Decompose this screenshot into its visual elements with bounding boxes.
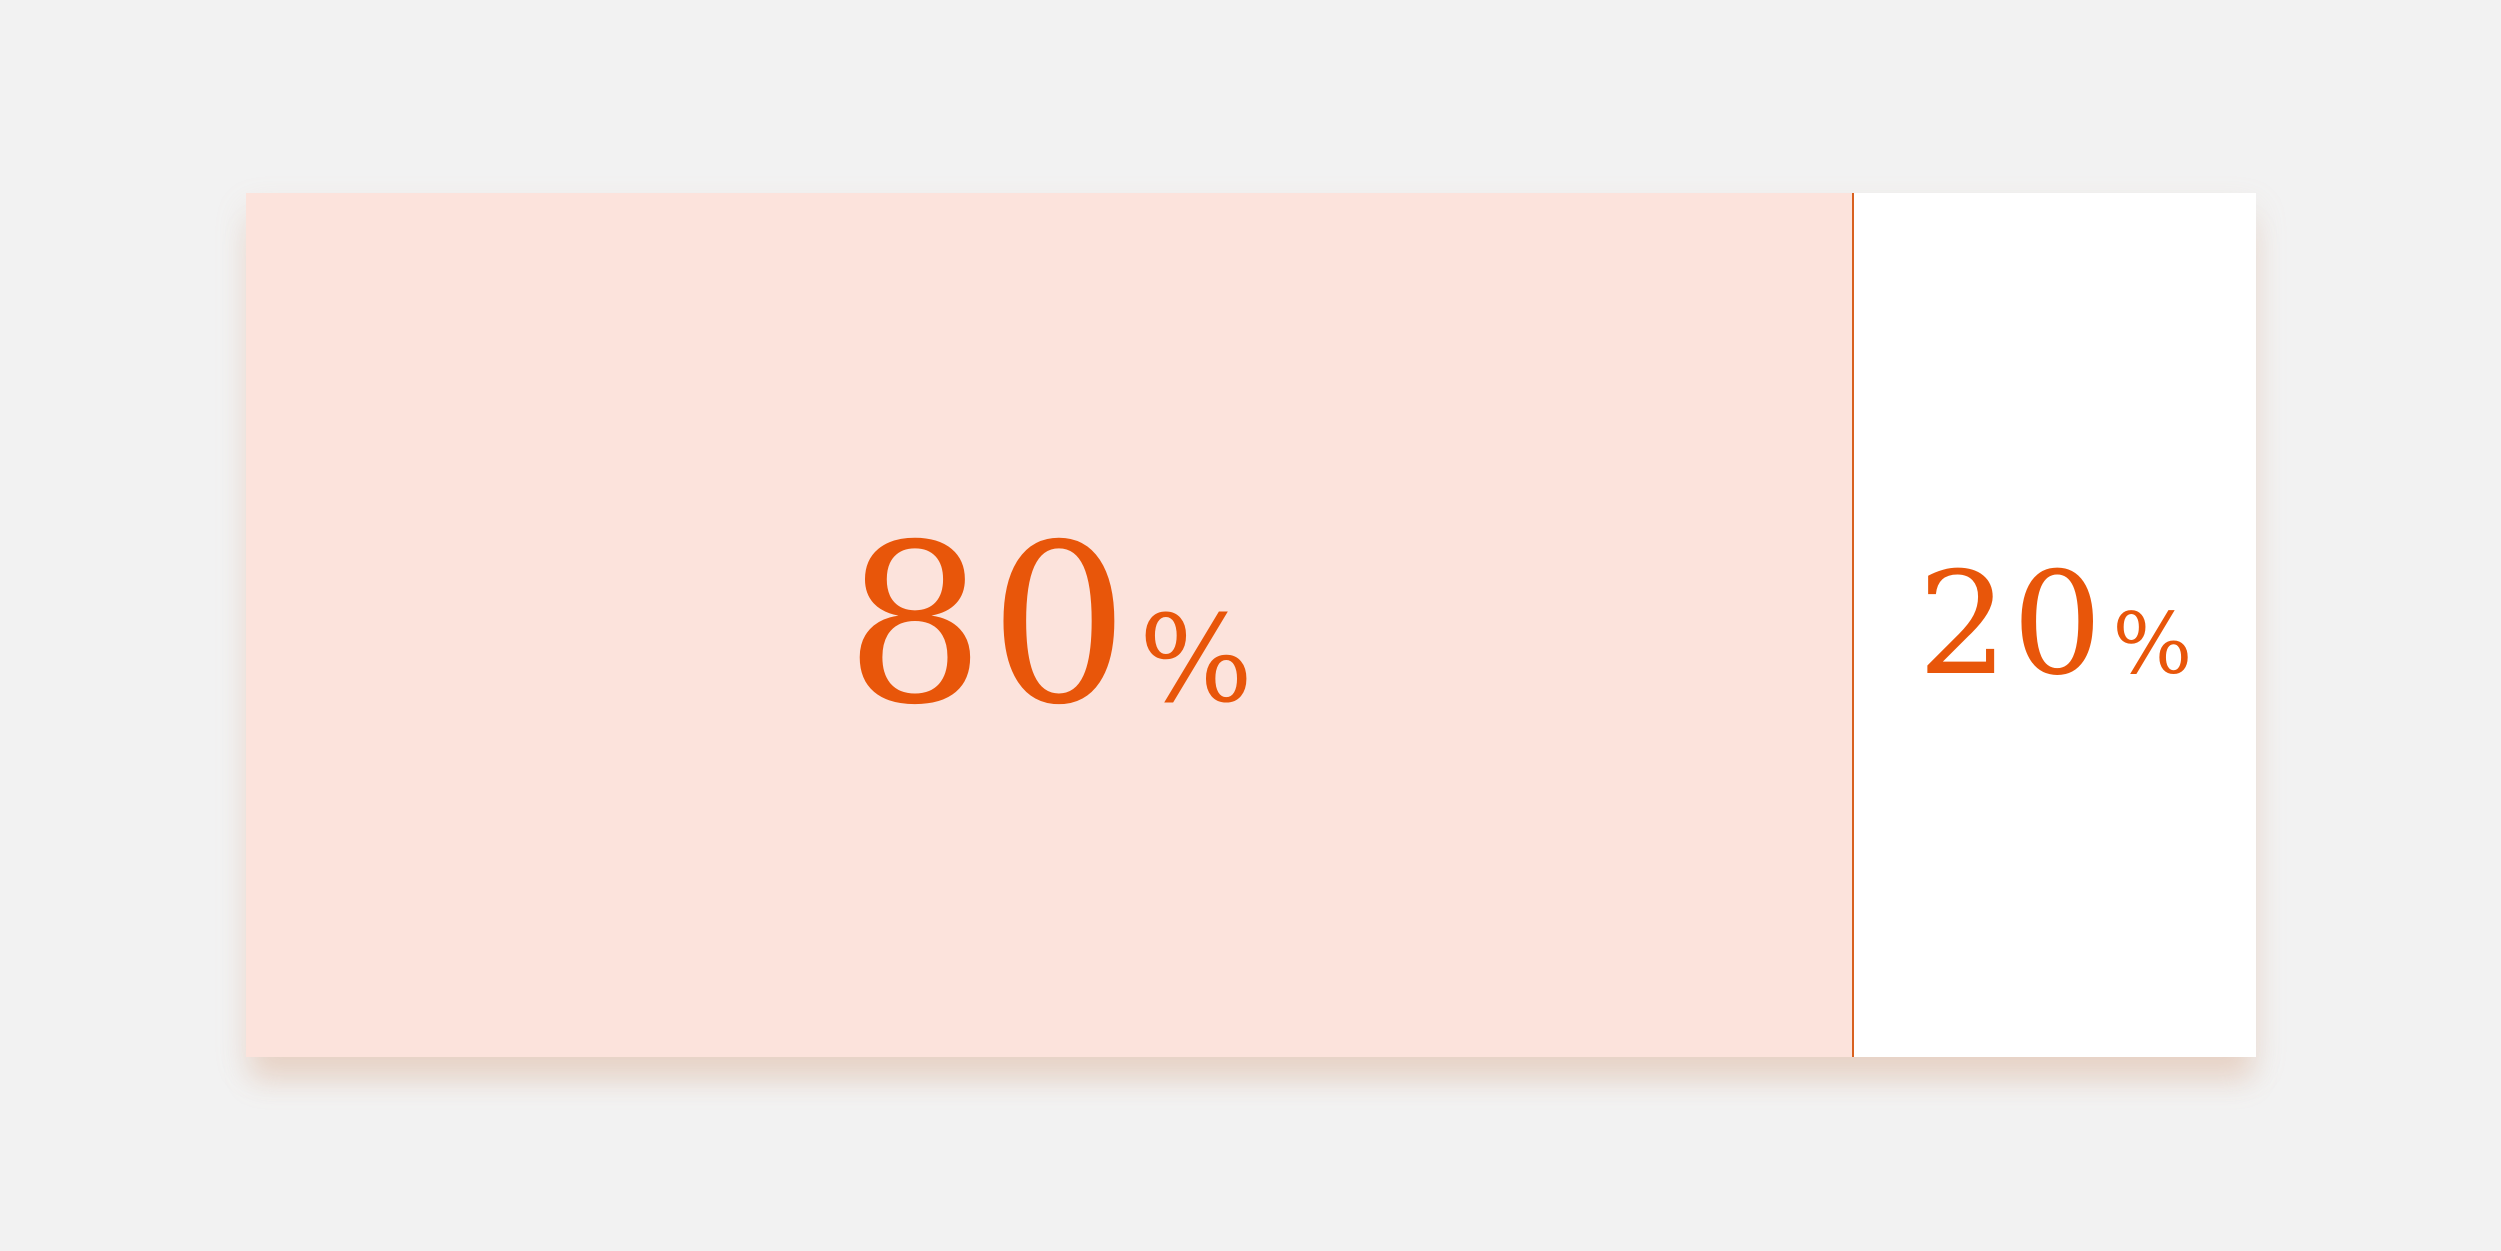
- segment-major-value: 80: [845, 497, 1133, 753]
- segment-minor-percent-sign: %: [2112, 595, 2193, 693]
- stacked-share-bar: 80% 20%: [246, 193, 2256, 1057]
- segment-minor-value: 20: [1917, 542, 2107, 707]
- segment-minor-label: 20%: [1918, 554, 2193, 696]
- segment-major-label: 80%: [845, 515, 1253, 735]
- segment-major: 80%: [246, 193, 1854, 1057]
- segment-major-percent-sign: %: [1138, 591, 1253, 730]
- segment-minor: 20%: [1854, 193, 2256, 1057]
